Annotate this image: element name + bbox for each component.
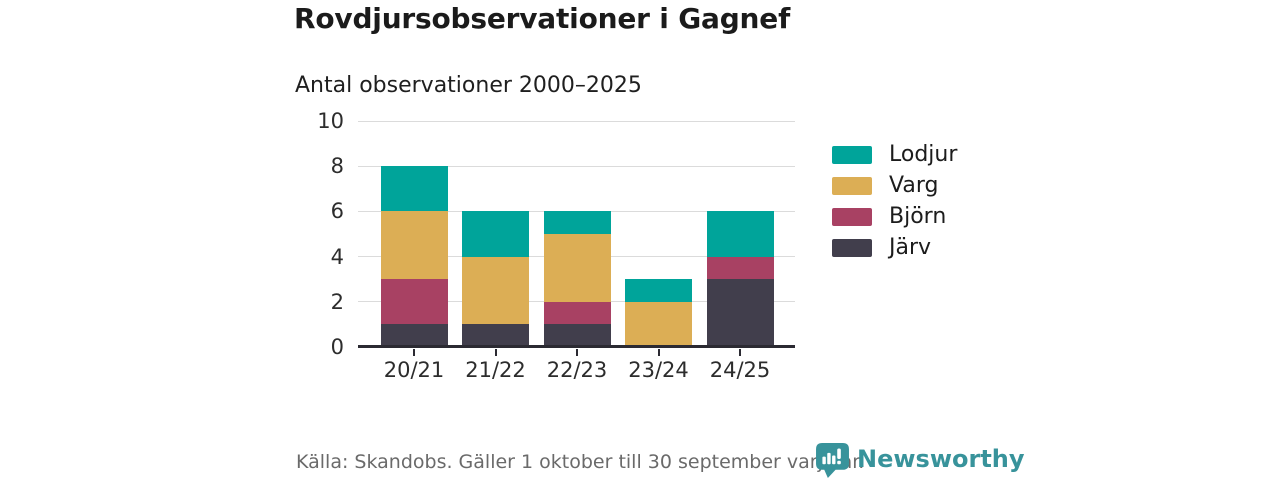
bar-segment-järv-20-21 bbox=[380, 324, 448, 347]
bar-segment-järv-21-22 bbox=[462, 324, 529, 347]
bar-segment-lodjur-24-25 bbox=[706, 211, 774, 257]
y-axis-tick-label: 8 bbox=[330, 154, 344, 179]
y-axis-tick-label: 10 bbox=[317, 109, 344, 133]
source-note: Källa: Skandobs. Gäller 1 oktober till 3… bbox=[296, 451, 865, 473]
bar-segment-järv-22-23 bbox=[543, 324, 611, 347]
x-axis-label-21-22: 21/22 bbox=[465, 358, 526, 382]
x-axis-tick bbox=[739, 349, 741, 356]
legend-swatch-björn bbox=[832, 207, 872, 226]
y-axis-tick-label: 0 bbox=[330, 335, 344, 359]
x-axis-label-24-25: 24/25 bbox=[709, 358, 771, 382]
legend-label: Lodjur bbox=[889, 142, 958, 167]
bar-segment-varg-20-21 bbox=[380, 211, 448, 280]
legend-swatch-järv bbox=[832, 238, 872, 257]
newsworthy-logo-icon bbox=[816, 443, 849, 478]
x-axis-tick bbox=[657, 349, 660, 356]
gridline-y-8 bbox=[358, 165, 795, 167]
legend-item-järv: Järv bbox=[832, 232, 957, 263]
chart-subtitle: Antal observationer 2000–2025 bbox=[295, 73, 642, 98]
legend-label: Björn bbox=[889, 204, 947, 229]
bar-segment-varg-23-24 bbox=[625, 301, 692, 347]
legend-swatch-lodjur bbox=[832, 145, 872, 164]
brand-lockup: Newsworthy bbox=[816, 443, 1025, 478]
bar-segment-björn-20-21 bbox=[380, 279, 448, 325]
bar-segment-järv-24-25 bbox=[706, 279, 774, 347]
legend-item-lodjur: Lodjur bbox=[832, 139, 957, 170]
brand-name: Newsworthy bbox=[857, 445, 1025, 473]
bar-segment-lodjur-21-22 bbox=[462, 211, 529, 257]
bar-segment-björn-22-23 bbox=[543, 301, 611, 325]
legend: Lodjur Varg Björn Järv bbox=[832, 139, 957, 263]
y-axis-tick-label: 4 bbox=[330, 244, 344, 269]
bar-segment-lodjur-22-23 bbox=[543, 211, 611, 234]
legend-item-varg: Varg bbox=[832, 170, 957, 201]
x-axis-tick bbox=[413, 349, 415, 356]
bar-segment-varg-21-22 bbox=[462, 256, 529, 325]
legend-label: Varg bbox=[889, 173, 939, 198]
bar-segment-lodjur-23-24 bbox=[625, 279, 692, 302]
x-axis-line bbox=[358, 345, 795, 348]
y-axis-tick-label: 6 bbox=[330, 199, 344, 224]
gridline-y-10 bbox=[358, 120, 795, 122]
plot-area: 0 2 4 6 8 10 20/21 21/22 22/23 23/24 24/25 bbox=[317, 109, 795, 382]
bar-segment-björn-24-25 bbox=[706, 256, 774, 280]
x-axis-label-22-23: 22/23 bbox=[546, 358, 608, 382]
bar-segment-varg-22-23 bbox=[543, 234, 611, 302]
x-axis-label-20-21: 20/21 bbox=[383, 358, 445, 382]
chart-title: Rovdjursobservationer i Gagnef bbox=[294, 2, 791, 35]
x-axis-tick bbox=[576, 349, 578, 356]
legend-label: Järv bbox=[889, 235, 932, 260]
y-axis-tick-label: 2 bbox=[330, 289, 344, 314]
x-axis-tick bbox=[494, 349, 497, 356]
legend-item-björn: Björn bbox=[832, 201, 957, 232]
x-axis-label-23-24: 23/24 bbox=[628, 358, 689, 382]
legend-swatch-varg bbox=[832, 176, 872, 195]
bar-segment-lodjur-20-21 bbox=[380, 166, 448, 212]
